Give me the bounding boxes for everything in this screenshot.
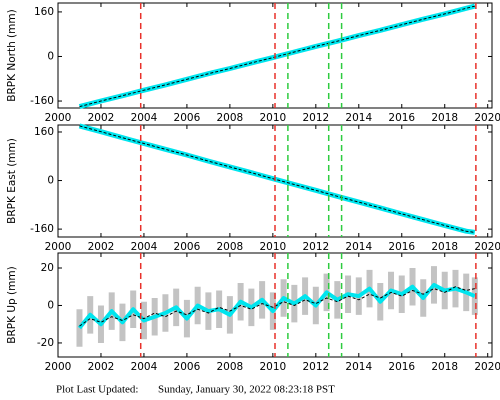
- y-tick-label: 0: [47, 299, 54, 311]
- y-tick-label: 0: [47, 50, 54, 62]
- footer-label: Plot Last Updated:: [56, 384, 139, 396]
- x-tick-label: 2000: [45, 241, 72, 253]
- x-tick-label: 2002: [88, 241, 115, 253]
- x-tick-label: 2018: [431, 361, 458, 373]
- y-tick-label: -20: [37, 337, 54, 349]
- y-tick-label: 20: [41, 262, 54, 274]
- x-tick-label: 2010: [259, 241, 286, 253]
- y-tick-label: 160: [34, 6, 54, 18]
- x-tick-label: 2020: [474, 361, 500, 373]
- y-axis-label: BRPK East (mm): [6, 138, 18, 224]
- x-tick-label: 2006: [174, 112, 201, 124]
- x-tick-label: 2014: [345, 241, 372, 253]
- y-axis-label: BRPK North (mm): [6, 9, 18, 101]
- x-tick-label: 2010: [259, 112, 286, 124]
- x-tick-label: 2008: [217, 241, 244, 253]
- x-tick-label: 2000: [45, 112, 72, 124]
- observed-line: [77, 282, 476, 330]
- y-tick-label: 160: [34, 126, 54, 138]
- x-tick-label: 2012: [302, 361, 329, 373]
- x-tick-label: 2018: [431, 241, 458, 253]
- x-tick-label: 2004: [131, 112, 158, 124]
- x-tick-label: 2004: [131, 241, 158, 253]
- x-tick-label: 2016: [388, 361, 415, 373]
- x-tick-label: 2016: [388, 112, 415, 124]
- x-tick-label: 2020: [474, 241, 500, 253]
- x-tick-label: 2012: [302, 241, 329, 253]
- x-tick-label: 2010: [259, 361, 286, 373]
- model-line: [79, 125, 475, 233]
- x-tick-label: 2016: [388, 241, 415, 253]
- y-tick-label: -160: [30, 223, 54, 235]
- x-tick-label: 2014: [345, 361, 372, 373]
- x-tick-label: 2018: [431, 112, 458, 124]
- x-tick-label: 2020: [474, 112, 500, 124]
- model-line: [79, 5, 475, 108]
- x-tick-label: 2008: [217, 112, 244, 124]
- x-tick-label: 2014: [345, 112, 372, 124]
- y-tick-label: 0: [47, 175, 54, 187]
- y-axis-label: BRPK Up (mm): [6, 266, 18, 343]
- x-tick-label: 2004: [131, 361, 158, 373]
- x-tick-label: 2006: [174, 361, 201, 373]
- y-tick-label: -160: [30, 95, 54, 107]
- footer-timestamp: Sunday, January 30, 2022 08:23:18 PST: [158, 384, 335, 396]
- x-tick-label: 2000: [45, 361, 72, 373]
- x-tick-label: 2006: [174, 241, 201, 253]
- x-tick-label: 2002: [88, 112, 115, 124]
- x-tick-label: 2008: [217, 361, 244, 373]
- x-tick-label: 2012: [302, 112, 329, 124]
- x-tick-label: 2002: [88, 361, 115, 373]
